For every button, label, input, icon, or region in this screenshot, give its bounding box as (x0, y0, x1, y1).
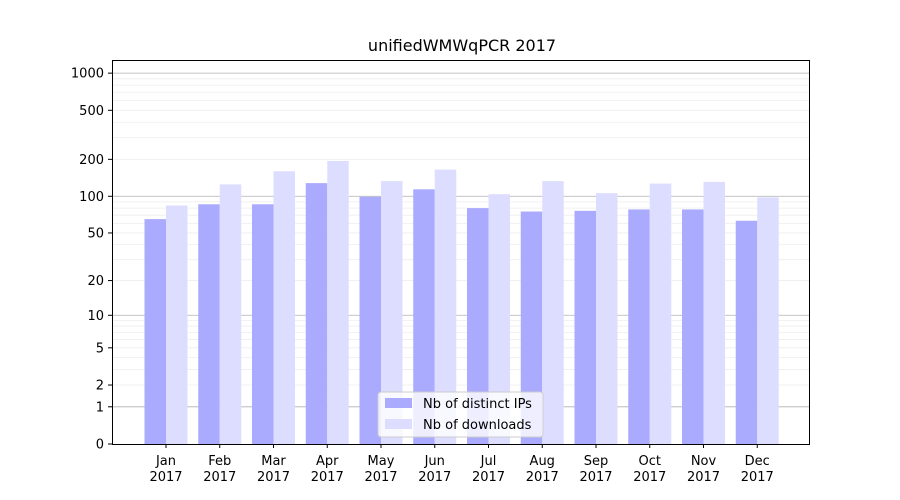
bar-downloads (219, 184, 242, 444)
y-tick-label: 5 (96, 341, 104, 356)
x-tick-label-month: Feb (208, 454, 231, 469)
y-tick-label: 200 (79, 153, 104, 168)
chart-title: unifiedWMWqPCR 2017 (368, 36, 556, 55)
y-tick-label: 100 (79, 190, 104, 205)
legend-label: Nb of downloads (423, 418, 532, 433)
bar-downloads (649, 183, 672, 445)
bar-distinct-ips (144, 219, 166, 444)
y-tick-label: 20 (87, 274, 104, 289)
legend-swatch (385, 419, 412, 429)
bar-distinct-ips (735, 220, 758, 444)
bar-downloads (434, 169, 457, 444)
bar-distinct-ips (305, 183, 328, 445)
y-tick-label: 1000 (71, 67, 104, 82)
x-tick-label-month: Oct (639, 454, 661, 469)
x-tick-label-month: Mar (261, 454, 286, 469)
y-axis: 0 1 2 5 10 20 50 100 200 500 1000 (71, 67, 112, 453)
x-tick-label-year: 2017 (364, 470, 397, 485)
legend-box (377, 391, 544, 438)
legend-label: Nb of distinct IPs (423, 397, 532, 412)
x-tick-label-month: Dec (745, 454, 770, 469)
x-tick-label-year: 2017 (687, 470, 720, 485)
x-tick-label-year: 2017 (418, 470, 451, 485)
x-tick-label-year: 2017 (741, 470, 774, 485)
x-tick-label-year: 2017 (579, 470, 612, 485)
legend: Nb of distinct IPs Nb of downloads (377, 391, 544, 438)
bar-downloads (327, 160, 349, 444)
bar-distinct-ips (252, 204, 274, 444)
bar-distinct-ips (574, 210, 596, 444)
x-tick-label-month: Apr (316, 454, 339, 469)
x-tick-label-year: 2017 (311, 470, 344, 485)
x-tick-label-year: 2017 (472, 470, 505, 485)
bar-downloads (488, 194, 510, 444)
bar-distinct-ips (520, 211, 543, 444)
bar-downloads (542, 181, 564, 444)
x-tick-label-year: 2017 (203, 470, 236, 485)
x-tick-label-month: Sep (584, 454, 609, 469)
y-tick-label: 1 (96, 400, 104, 415)
bars-layer (144, 160, 779, 445)
bar-downloads (273, 171, 295, 444)
plot-frame (112, 60, 810, 445)
bar-distinct-ips (628, 209, 650, 444)
x-tick-label-month: Jul (480, 454, 497, 469)
x-tick-label-year: 2017 (526, 470, 559, 485)
y-tick-label: 2 (96, 379, 104, 394)
y-tick-label: 0 (96, 438, 104, 453)
bar-distinct-ips (467, 208, 489, 444)
bar-distinct-ips (198, 204, 220, 444)
x-tick-label-month: Nov (691, 454, 717, 469)
bar-distinct-ips (359, 196, 381, 444)
y-tick-label: 50 (87, 226, 104, 241)
bar-downloads (703, 181, 725, 444)
x-axis: Jan2017Feb2017Mar2017Apr2017May2017Jun20… (149, 444, 774, 485)
y-tick-label: 10 (87, 309, 104, 324)
bar-distinct-ips (413, 189, 435, 444)
bar-distinct-ips (682, 209, 704, 444)
legend-swatch (385, 398, 412, 408)
x-tick-label-month: Jun (424, 454, 445, 469)
y-tick-label: 500 (79, 104, 104, 119)
x-tick-label-month: Aug (530, 454, 555, 469)
bar-downloads (166, 205, 188, 444)
bar-downloads (381, 181, 403, 444)
x-tick-label-month: Jan (155, 454, 176, 469)
x-tick-label-month: May (368, 454, 395, 469)
bar-downloads (757, 197, 779, 444)
x-tick-label-year: 2017 (257, 470, 290, 485)
bar-downloads (596, 193, 618, 444)
x-tick-label-year: 2017 (633, 470, 666, 485)
x-tick-label-year: 2017 (149, 470, 182, 485)
